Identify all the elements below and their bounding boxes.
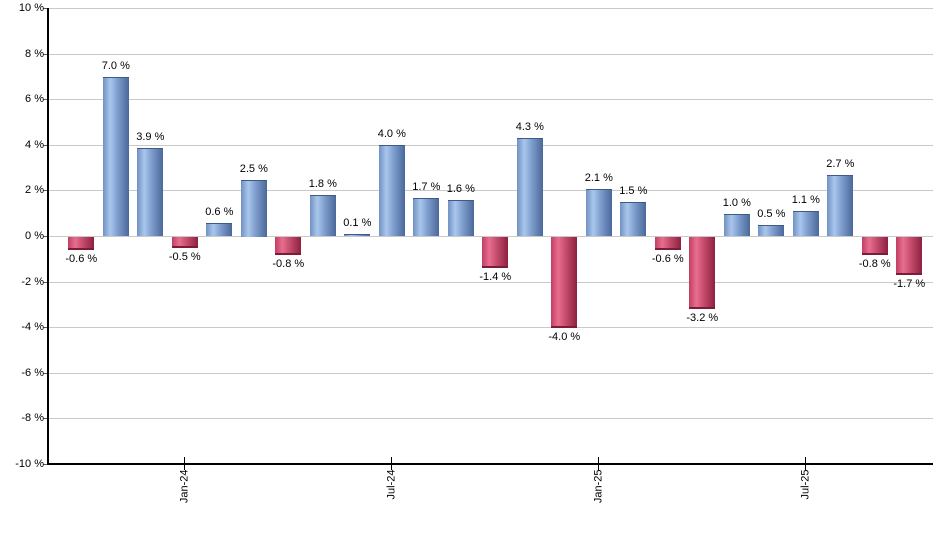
y-axis-tick-label: 10 % xyxy=(18,2,44,14)
bar-value-label: 4.3 % xyxy=(515,121,544,134)
bar-value-label: 7.0 % xyxy=(101,59,130,72)
bar-positive xyxy=(585,188,612,237)
y-tick-mark xyxy=(43,8,48,9)
bar-positive xyxy=(827,174,854,237)
bar-positive xyxy=(137,147,164,237)
bar-positive xyxy=(344,234,371,237)
bar-value-label: -1.4 % xyxy=(479,271,512,284)
bar-value-label: 2.1 % xyxy=(584,171,613,184)
bar-value-label: 1.6 % xyxy=(446,183,475,196)
y-axis-tick-label: -6 % xyxy=(21,366,44,379)
y-axis-line xyxy=(47,8,49,465)
gridline xyxy=(48,8,933,9)
y-tick-mark xyxy=(43,53,48,55)
bar-value-label: 1.1 % xyxy=(791,194,820,207)
y-tick-mark xyxy=(43,236,48,237)
x-tick-mark xyxy=(391,457,393,470)
x-axis-tick-label: Jul-25 xyxy=(799,469,812,499)
bar-value-label: -1.7 % xyxy=(893,278,926,291)
bar-value-label: 2.5 % xyxy=(239,162,268,175)
y-axis-tick-label: -10 % xyxy=(15,458,44,470)
bar-negative xyxy=(689,236,716,310)
bar-value-label: -0.8 % xyxy=(858,257,891,270)
bar-negative xyxy=(551,236,578,328)
y-tick-mark xyxy=(43,418,48,420)
bar-positive xyxy=(102,76,129,237)
x-tick-mark xyxy=(598,457,600,470)
x-axis-tick-label: Jan-24 xyxy=(178,469,191,503)
y-tick-mark xyxy=(43,144,48,146)
x-axis-tick-label: Jan-25 xyxy=(592,469,605,503)
y-tick-mark xyxy=(43,281,48,283)
y-tick-mark xyxy=(43,190,48,192)
bar-positive xyxy=(792,211,819,237)
y-axis-tick-label: 6 % xyxy=(25,93,44,106)
y-tick-mark xyxy=(43,372,48,374)
y-axis-tick-label: -4 % xyxy=(21,321,44,334)
gridline xyxy=(48,281,933,283)
bar-positive xyxy=(206,222,233,237)
x-tick-mark xyxy=(184,457,186,470)
bar-positive xyxy=(620,202,647,237)
bar-negative xyxy=(275,236,302,255)
bar-value-label: 4.0 % xyxy=(377,128,406,141)
y-tick-mark xyxy=(43,99,48,101)
y-axis-tick-label: 2 % xyxy=(25,184,44,197)
bar-value-label: 1.5 % xyxy=(619,185,648,198)
bar-value-label: 0.1 % xyxy=(343,217,372,230)
y-axis-tick-label: -2 % xyxy=(21,275,44,288)
bar-positive xyxy=(516,138,543,237)
gridline xyxy=(48,53,933,55)
bar-value-label: 2.7 % xyxy=(826,157,855,170)
gridline xyxy=(48,144,933,146)
bar-value-label: -0.5 % xyxy=(168,250,201,263)
bar-value-label: -0.6 % xyxy=(65,253,98,266)
bar-value-label: -0.8 % xyxy=(272,257,305,270)
gridline xyxy=(48,327,933,329)
bar-negative xyxy=(654,236,681,251)
gridline xyxy=(48,190,933,192)
bar-value-label: 1.7 % xyxy=(412,180,441,193)
x-axis-tick-label: Jul-24 xyxy=(385,469,398,499)
bar-positive xyxy=(378,145,405,237)
bar-negative xyxy=(171,236,198,248)
gridline xyxy=(48,418,933,420)
gridline xyxy=(48,99,933,101)
bar-value-label: 0.6 % xyxy=(205,205,234,218)
y-axis-tick-label: -8 % xyxy=(21,412,44,425)
x-tick-mark xyxy=(805,457,807,470)
bar-negative xyxy=(482,236,509,269)
bar-positive xyxy=(723,213,750,237)
bar-positive xyxy=(240,179,267,237)
bar-value-label: 1.0 % xyxy=(722,196,751,209)
bar-value-label: 1.8 % xyxy=(308,178,337,191)
y-axis-tick-label: 0 % xyxy=(25,230,44,242)
y-axis-tick-label: 8 % xyxy=(25,47,44,60)
y-tick-mark xyxy=(43,464,48,465)
bar-value-label: 3.9 % xyxy=(136,130,165,143)
bar-positive xyxy=(413,197,440,237)
bar-value-label: -4.0 % xyxy=(548,330,581,343)
x-axis-line xyxy=(47,463,933,465)
bar-value-label: -0.6 % xyxy=(651,253,684,266)
y-tick-mark xyxy=(43,327,48,329)
gridline xyxy=(48,372,933,374)
bar-value-label: -3.2 % xyxy=(686,312,719,325)
bar-positive xyxy=(447,200,474,237)
bar-positive xyxy=(309,195,336,237)
bar-negative xyxy=(896,236,923,276)
bar-positive xyxy=(758,225,785,237)
y-axis-tick-label: 4 % xyxy=(25,138,44,151)
bar-negative xyxy=(861,236,888,255)
bar-negative xyxy=(68,236,95,251)
bar-value-label: 0.5 % xyxy=(757,208,786,221)
